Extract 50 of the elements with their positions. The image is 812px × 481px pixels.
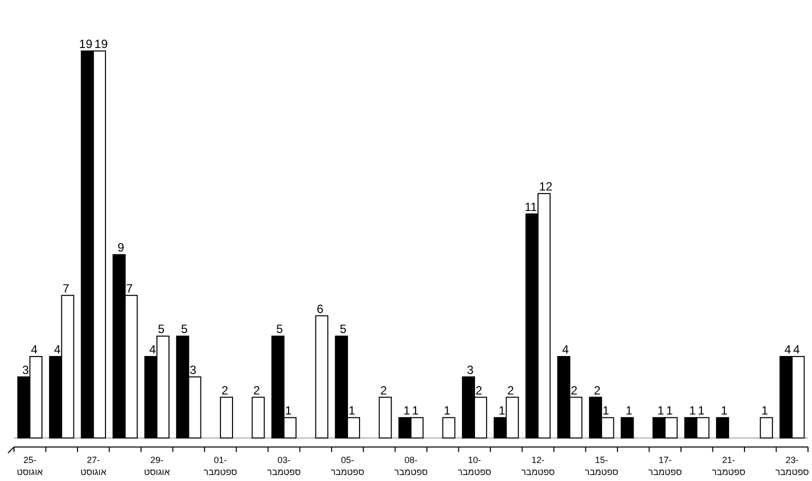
data-label: 1 (698, 404, 705, 418)
bar (716, 417, 730, 438)
data-label: 1 (498, 404, 506, 418)
data-label: 5 (340, 322, 347, 336)
data-label: 4 (562, 342, 570, 357)
data-label: 1 (348, 404, 356, 418)
data-label: 3 (466, 362, 474, 377)
data-label: 12 (539, 180, 553, 194)
data-label: 1 (626, 404, 633, 418)
data-label: 1 (657, 404, 664, 418)
data-label: 1 (444, 404, 451, 418)
data-label: 4 (30, 342, 38, 357)
data-label: 1 (720, 404, 728, 418)
bar (220, 396, 234, 438)
data-label: 19 (79, 36, 93, 51)
bar (252, 396, 265, 438)
data-label: 1 (689, 404, 696, 418)
bar (378, 396, 392, 438)
data-label: 2 (476, 383, 483, 398)
data-label: 1 (666, 404, 674, 418)
data-label: 1 (403, 404, 410, 418)
data-label: 1 (412, 404, 419, 418)
data-label: 5 (276, 322, 284, 336)
data-label: 2 (594, 383, 601, 398)
data-label: 1 (602, 404, 610, 418)
data-label: 11 (524, 200, 538, 214)
data-label: 4 (793, 342, 800, 357)
bar (442, 417, 456, 438)
data-label: 2 (221, 383, 228, 398)
data-label: 19 (94, 36, 108, 51)
bar (760, 417, 773, 438)
data-label: 4 (149, 342, 156, 357)
data-label: 5 (180, 322, 188, 336)
data-label: 3 (190, 362, 197, 377)
data-label: 2 (507, 383, 514, 398)
bar (315, 315, 328, 438)
data-label: 1 (284, 404, 292, 418)
data-label: 5 (158, 322, 165, 336)
data-label: 4 (54, 342, 61, 357)
data-label: 7 (62, 281, 70, 296)
data-label: 9 (117, 240, 124, 255)
data-label: 7 (126, 281, 134, 296)
bar (620, 417, 634, 438)
data-label: 6 (316, 302, 324, 316)
data-label: 1 (761, 404, 768, 418)
data-label: 2 (380, 383, 388, 398)
data-label: 2 (570, 383, 578, 398)
data-label: 4 (784, 342, 792, 357)
data-label: 3 (22, 362, 30, 377)
data-label: 2 (253, 383, 260, 398)
